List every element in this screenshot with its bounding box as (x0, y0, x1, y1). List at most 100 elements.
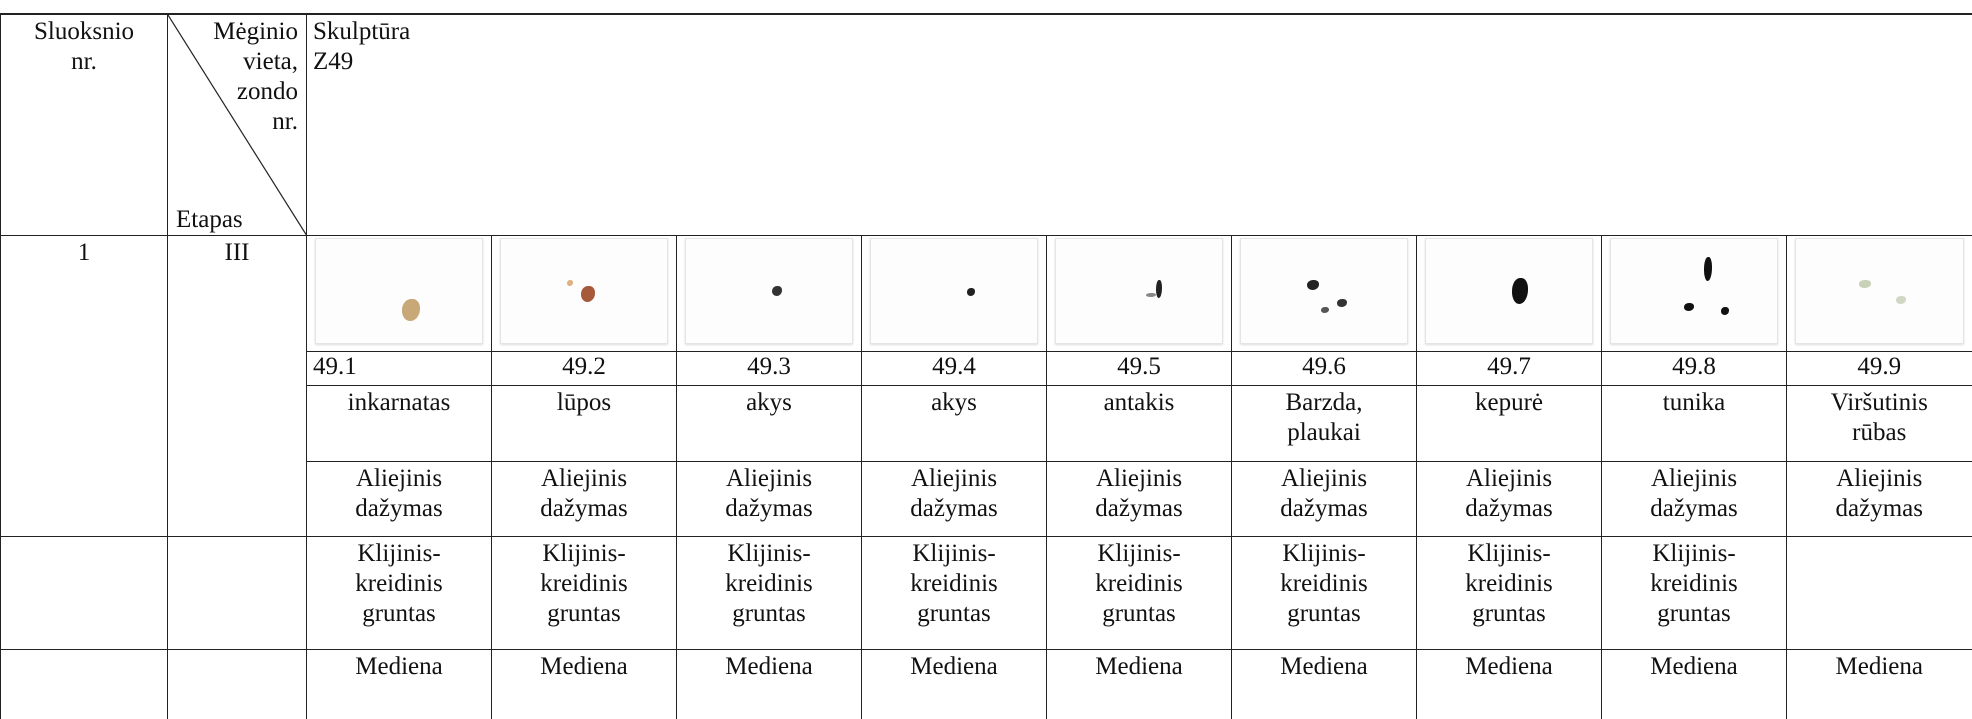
sample-paint-cell: Aliejinis dažymas (1416, 460, 1602, 537)
sample-location-cell: antakis (1046, 384, 1232, 462)
sample-base: Mediena (540, 652, 628, 680)
sample-particle (772, 286, 783, 297)
sample-id-cell: 49.4 (861, 350, 1047, 386)
sample-image (500, 237, 668, 344)
sample-ground-cell: Klijinis-kreidinis gruntas (861, 535, 1047, 650)
sample-paint-cell: Aliejinis dažymas (491, 460, 677, 537)
sample-particle (1337, 298, 1348, 307)
stage-cell: III (167, 234, 307, 537)
sample-location-cell: tunika (1601, 384, 1787, 462)
sample-base: Mediena (1835, 652, 1923, 680)
sample-base-cell: Mediena (1046, 648, 1232, 719)
empty-cell (167, 535, 307, 650)
layer-no-cell: 1 (0, 234, 168, 537)
sample-ground: Klijinis-kreidinis gruntas (725, 539, 813, 627)
sample-location: antakis (1103, 388, 1175, 416)
sample-location-cell: Barzda, plaukai (1231, 384, 1417, 462)
sample-image (1055, 237, 1223, 344)
sample-paint: Aliejinis dažymas (1280, 464, 1368, 522)
sample-base-cell: Mediena (491, 648, 677, 719)
sample-location: Barzda, plaukai (1285, 388, 1363, 446)
sample-image (1425, 237, 1593, 344)
sample-id: 49.7 (1487, 352, 1531, 380)
sample-paint: Aliejinis dažymas (1650, 464, 1738, 522)
sample-image-cell (861, 234, 1047, 352)
sample-base-cell: Mediena (861, 648, 1047, 719)
sample-base: Mediena (1095, 652, 1183, 680)
sample-paint-cell: Aliejinis dažymas (1046, 460, 1232, 537)
sample-image-cell (1416, 234, 1602, 352)
sample-ground: Klijinis-kreidinis gruntas (540, 539, 628, 627)
sample-particle (1895, 295, 1906, 304)
layer-no: 1 (77, 238, 91, 266)
sample-image (1795, 237, 1964, 344)
sample-id-cell: 49.8 (1601, 350, 1787, 386)
sample-image-cell (1786, 234, 1972, 352)
sample-image-cell (306, 234, 492, 352)
sample-ground: Klijinis-kreidinis gruntas (1465, 539, 1553, 627)
sample-location-header: Mėginio vieta, zondo nr. (213, 18, 298, 135)
sample-ground-cell: Klijinis-kreidinis gruntas (676, 535, 862, 650)
object-type: Skulptūra (313, 18, 411, 45)
table-row: Mediena Mediena Mediena Mediena Mediena Medie… (0, 648, 1972, 719)
sample-paint: Aliejinis dažymas (725, 464, 813, 522)
empty-cell (167, 648, 307, 719)
sample-particle (1703, 257, 1712, 282)
diagonal-line (168, 16, 306, 234)
sample-id: 49.2 (562, 352, 606, 380)
sample-ground-cell: Klijinis-kreidinis gruntas (1416, 535, 1602, 650)
sample-location: lūpos (556, 388, 612, 416)
sample-id-cell: 49.1 (306, 350, 492, 386)
diagonal (168, 16, 306, 234)
sample-base-cell: Mediena (1601, 648, 1787, 719)
empty-cell (0, 535, 168, 650)
sample-id-cell: 49.7 (1416, 350, 1602, 386)
object-cell: Skulptūra Z49 (306, 13, 1972, 236)
sample-location-cell: inkarnatas (306, 384, 492, 462)
sample-particle (1720, 307, 1729, 316)
sample-paint: Aliejinis dažymas (540, 464, 628, 522)
sample-base: Mediena (355, 652, 443, 680)
sample-id-cell: 49.3 (676, 350, 862, 386)
sample-paint-cell: Aliejinis dažymas (306, 460, 492, 537)
sample-particle (1145, 292, 1156, 297)
sample-ground: Klijinis-kreidinis gruntas (1650, 539, 1738, 627)
sample-paint-cell: Aliejinis dažymas (1231, 460, 1417, 537)
sample-paint-cell: Aliejinis dažymas (861, 460, 1047, 537)
sample-base-cell: Mediena (1231, 648, 1417, 719)
sample-id: 49.5 (1117, 352, 1161, 380)
sample-image (315, 237, 483, 344)
sample-image-cell (1231, 234, 1417, 352)
sample-location: kepurė (1474, 388, 1544, 416)
sample-particle (567, 280, 574, 287)
empty-cell (0, 648, 168, 719)
layer-no-header-cell: Sluoksnio nr. (0, 13, 168, 236)
sample-ground: Klijinis-kreidinis gruntas (910, 539, 998, 627)
sample-image (1240, 237, 1408, 344)
stage: III (224, 238, 250, 266)
sample-base: Mediena (1280, 652, 1368, 680)
sample-id-cell: 49.6 (1231, 350, 1417, 386)
sample-particle (967, 288, 976, 297)
sample-ground: Klijinis-kreidinis gruntas (1280, 539, 1368, 627)
table-row: Aliejinis dažymas Aliejinis dažymas Alieji… (1, 460, 1972, 537)
sample-id-cell: 49.5 (1046, 350, 1232, 386)
sample-base-cell: Mediena (676, 648, 862, 719)
sample-location-cell: lūpos (491, 384, 677, 462)
sample-location-cell: kepurė (1416, 384, 1602, 462)
layer-no-header: Sluoksnio nr. (33, 18, 135, 75)
sample-location: tunika (1662, 388, 1726, 416)
sample-id: 49.8 (1672, 352, 1716, 380)
sample-location-cell: akys (676, 384, 862, 462)
sample-paint-cell: Aliejinis dažymas (676, 460, 862, 537)
sample-location-cell: Viršutinis rūbas (1786, 384, 1972, 462)
sample-image-cell (1601, 234, 1787, 352)
sample-ground-cell: Klijinis-kreidinis gruntas (491, 535, 677, 650)
table-row: inkarnatas lūpos akys akys antakis Barzda, pl… (1, 384, 1972, 462)
sample-ground-cell: Klijinis-kreidinis gruntas (306, 535, 492, 650)
sample-base-cell: Mediena (1786, 648, 1972, 719)
sample-base-cell: Mediena (1416, 648, 1602, 719)
sample-id: 49.6 (1302, 352, 1346, 380)
sample-particle (1859, 280, 1872, 289)
sample-table: Sluoksnio nr. Mėginio vieta, zondo nr. Eta… (0, 13, 1972, 719)
